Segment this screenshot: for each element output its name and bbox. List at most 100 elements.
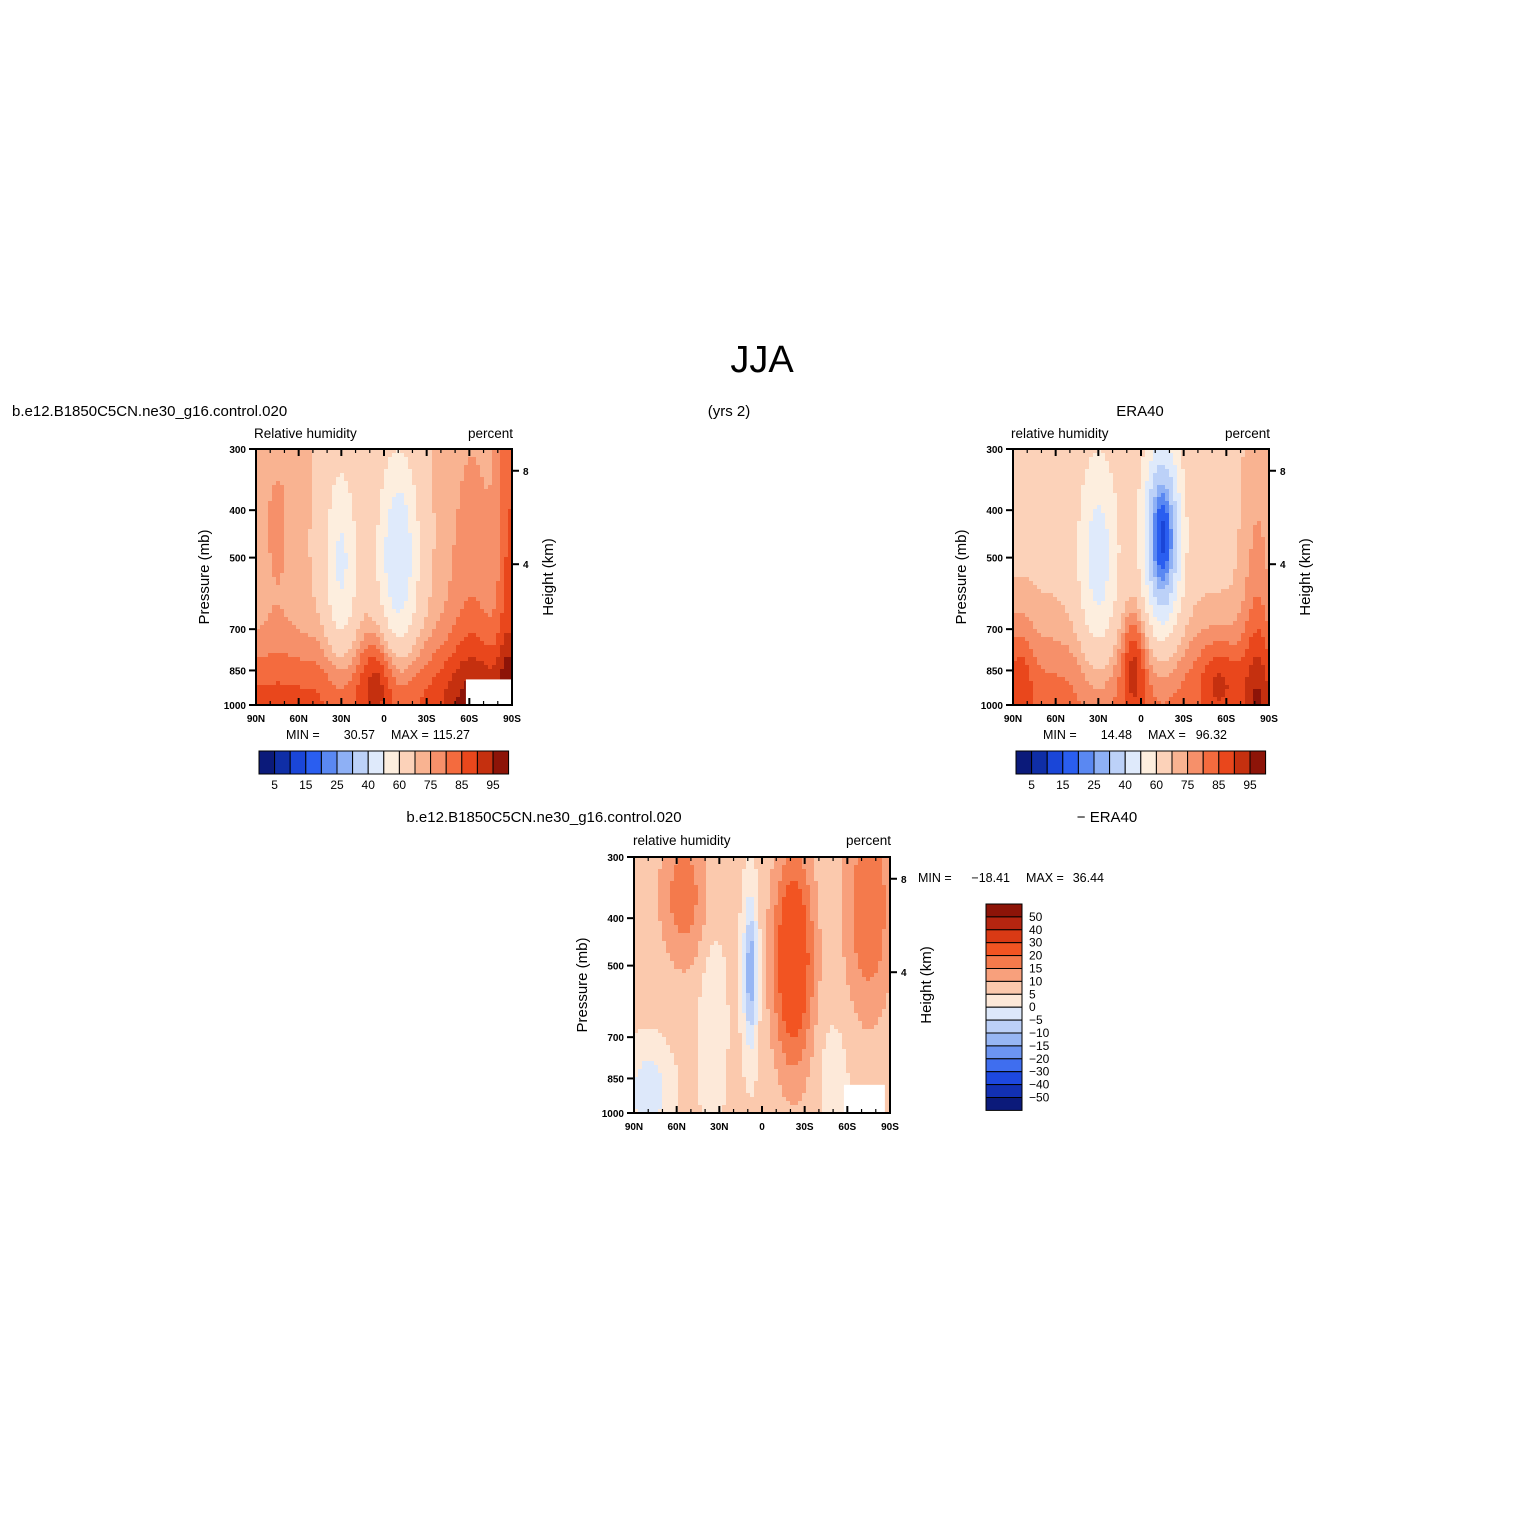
p1-cell: [388, 549, 393, 554]
p1-cell: [356, 605, 361, 610]
p2-cell: [1069, 453, 1074, 458]
p1-cell: [452, 497, 457, 502]
p2-cell: [1117, 449, 1122, 454]
p1-cell: [416, 621, 421, 626]
p1-cell: [432, 629, 437, 634]
p1-cell: [256, 573, 261, 578]
p1-cell: [412, 593, 417, 598]
p1-cell: [320, 613, 325, 618]
p1-cell: [440, 681, 445, 686]
p2-cell: [1025, 461, 1030, 466]
p1-cell: [260, 557, 265, 562]
p1-cell: [464, 457, 469, 462]
p1-cell: [376, 481, 381, 486]
p1-cell: [344, 549, 349, 554]
p1-cell: [460, 633, 465, 638]
p1-cell: [304, 633, 309, 638]
p1-cell: [260, 549, 265, 554]
p2-cell: [1217, 453, 1222, 458]
p1-cell: [364, 449, 369, 454]
p1-cell: [476, 529, 481, 534]
p1-cell: [392, 549, 397, 554]
p1-cell: [336, 521, 341, 526]
p2-cell: [1197, 461, 1202, 466]
p2-cell: [1033, 457, 1038, 462]
p2-cell: [1069, 493, 1074, 498]
p1-cell: [432, 633, 437, 638]
p1-cell: [412, 577, 417, 582]
p2-cell: [1105, 465, 1110, 470]
p2-cell: [1077, 465, 1082, 470]
p1-cell: [296, 677, 301, 682]
p1-cell: [448, 609, 453, 614]
p1-cell: [272, 489, 277, 494]
p1-cell: [368, 485, 373, 490]
p1-cell: [264, 681, 269, 686]
p1-cell: [472, 573, 477, 578]
p1-cell: [292, 661, 297, 666]
p1-cell: [396, 573, 401, 578]
p2-cell: [1033, 465, 1038, 470]
p1-cell: [428, 465, 433, 470]
p1-cell: [380, 485, 385, 490]
p1-cell: [348, 593, 353, 598]
p2-cell: [1173, 449, 1178, 454]
p1-cell: [380, 645, 385, 650]
p1-cell: [396, 665, 401, 670]
p1-cell: [492, 601, 497, 606]
p1-cell: [304, 605, 309, 610]
p1-cell: [264, 689, 269, 694]
p1-cell: [468, 657, 473, 662]
p2-cell: [1261, 457, 1266, 462]
p1-cell: [448, 581, 453, 586]
p1-cell: [384, 693, 389, 698]
p1-cell: [280, 617, 285, 622]
p1-cell: [344, 661, 349, 666]
p1-cell: [500, 609, 505, 614]
p1-cell: [416, 541, 421, 546]
p1-cell: [492, 645, 497, 650]
p2-cell: [1129, 477, 1134, 482]
p2-cell: [1093, 465, 1098, 470]
p1-cell: [364, 673, 369, 678]
p1-cell: [260, 501, 265, 506]
p2-cell: [1205, 489, 1210, 494]
p1-cell: [328, 653, 333, 658]
p1-cell: [256, 553, 261, 558]
p1-cell: [440, 605, 445, 610]
p1-cell: [260, 665, 265, 670]
p2-cell: [1037, 493, 1042, 498]
p1-cell: [288, 573, 293, 578]
p1-cell: [344, 693, 349, 698]
p1-cell: [352, 557, 357, 562]
p1-cell: [348, 589, 353, 594]
p1-cell: [312, 581, 317, 586]
p1-cell: [492, 525, 497, 530]
p2-cell: [1081, 493, 1086, 498]
p1-cell: [492, 509, 497, 514]
p1-cell: [384, 493, 389, 498]
p1-cell: [276, 553, 281, 558]
p1-cell: [500, 665, 505, 670]
p1-cell: [508, 569, 513, 574]
p1-cell: [436, 629, 441, 634]
p1-cell: [388, 697, 393, 702]
p1-cell: [268, 645, 273, 650]
p1-cell: [308, 493, 313, 498]
p1-cell: [476, 509, 481, 514]
p2-cell: [1233, 453, 1238, 458]
p1-cell: [472, 533, 477, 538]
p2-cell: [1113, 489, 1118, 494]
p1-cell: [260, 677, 265, 682]
p1-cell: [508, 613, 513, 618]
p2-cell: [1225, 485, 1230, 490]
p1-cell: [468, 569, 473, 574]
p1-cell: [320, 461, 325, 466]
p1-cell: [304, 637, 309, 642]
p1-cell: [464, 501, 469, 506]
p1-cell: [476, 597, 481, 602]
p2-cell: [1037, 485, 1042, 490]
p1-cell: [312, 545, 317, 550]
p1-cell: [320, 637, 325, 642]
p1-cell: [448, 477, 453, 482]
